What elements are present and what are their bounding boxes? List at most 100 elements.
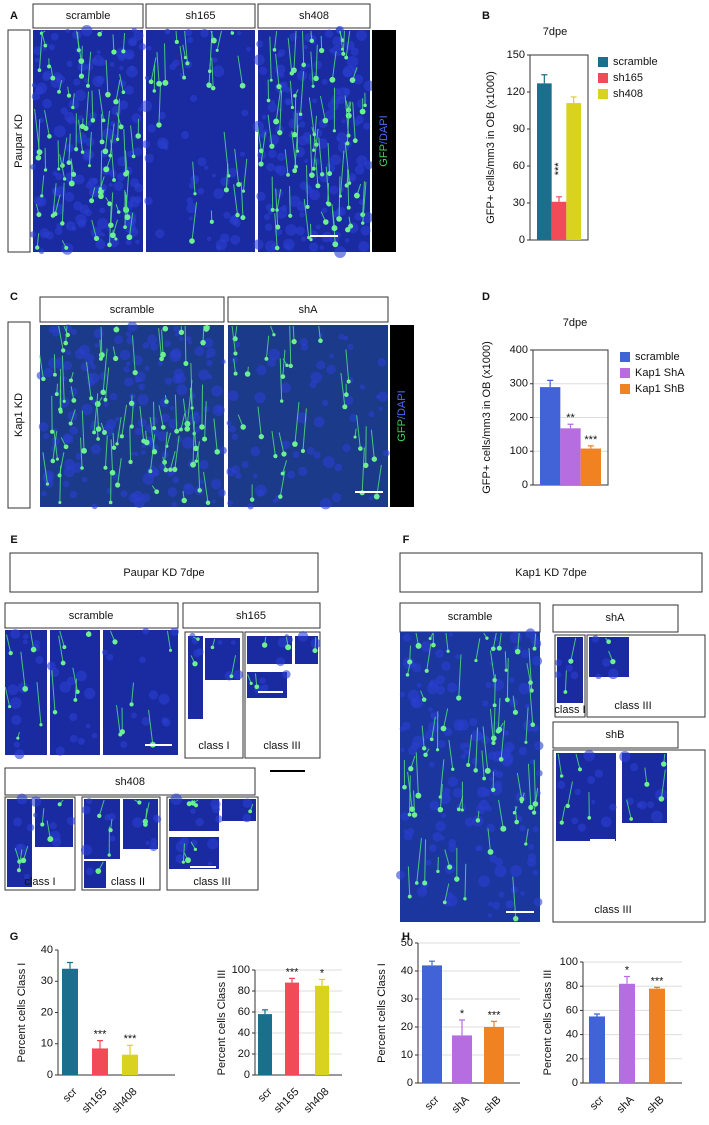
cell-body [148,79,154,85]
nucleus [425,859,432,866]
nucleus [65,221,76,231]
neurite [121,404,128,437]
neurite [70,409,76,424]
cell-body [57,167,61,171]
neurite [278,432,285,455]
nucleus [510,865,522,877]
group-label: scramble [448,611,493,623]
cell-body [210,645,215,650]
cell-body [343,392,349,398]
neurite [564,670,567,693]
nucleus [301,236,307,242]
micrograph [252,25,375,258]
y-tick-label: 120 [507,86,525,98]
neurite [233,184,239,216]
nucleus [455,654,461,660]
neurite [52,431,58,462]
nucleus [577,823,587,832]
nucleus [197,157,207,167]
nucleus [531,638,542,649]
cell-body [363,462,369,469]
neurite [289,325,292,366]
nucleus [168,418,179,430]
nucleus [278,72,285,78]
nucleus [198,369,210,381]
neurite [100,114,103,142]
cell-body [97,813,102,819]
cell-body [288,213,293,218]
nucleus [319,245,325,250]
nucleus [280,382,292,393]
neurite [313,128,319,169]
nucleus [358,241,370,252]
cell-body [524,842,528,846]
cell-body [46,64,52,69]
cell-body [491,740,496,746]
nucleus [81,25,93,37]
neurite [59,452,65,476]
nucleus [332,36,343,47]
neurite [279,358,283,402]
nucleus [204,165,209,170]
cell-body [119,729,125,735]
y-tick-label: 20 [566,1053,578,1065]
neurite [370,429,375,460]
nucleus [194,346,205,356]
nucleus [140,449,146,456]
nucleus [636,802,643,808]
nucleus [146,45,152,51]
nucleus [81,403,93,416]
y-tick-label: 40 [566,1029,578,1041]
bar [551,201,567,240]
neurite [98,89,104,121]
nucleus [172,59,180,67]
cell-body [293,164,298,169]
nucleus [607,668,619,680]
nucleus [99,372,108,381]
neurite [257,406,262,437]
nucleus [160,413,171,423]
nucleus [406,827,415,836]
nucleus [80,844,93,856]
nucleus [16,793,28,805]
cell-body [36,212,42,218]
nucleus [448,632,453,637]
neurite [500,720,506,760]
neurite [68,133,71,163]
cell-body [341,51,346,56]
neurite [91,90,94,121]
cell-body [148,469,153,474]
nucleus [231,465,241,474]
neurite [39,355,44,380]
nucleus [197,187,205,195]
nucleus [285,224,297,236]
nucleus [447,776,458,787]
cell-body [442,900,447,905]
nucleus [90,364,96,370]
cell-body [200,339,206,346]
neurite [110,439,114,473]
nucleus [128,493,139,503]
nucleus [69,490,78,499]
nucleus [298,466,308,476]
error-bar [67,961,73,969]
nucleus [210,799,221,810]
x-tick-label: scr [588,1094,607,1113]
nucleus [626,797,634,805]
nucleus [65,28,70,33]
nucleus [430,712,435,717]
cell-body [266,98,271,103]
nucleus [106,487,113,494]
nucleus [109,835,116,842]
neurite [148,709,154,745]
nucleus [144,75,150,81]
nucleus [297,631,309,642]
nucleus [152,814,159,821]
micrograph [247,670,291,698]
class-label: class III [193,876,230,888]
nucleus [115,47,128,59]
neurite [424,839,427,884]
y-axis-label: Percent cells Class I [16,963,28,1063]
neurite [557,753,563,777]
neurite [186,380,193,424]
